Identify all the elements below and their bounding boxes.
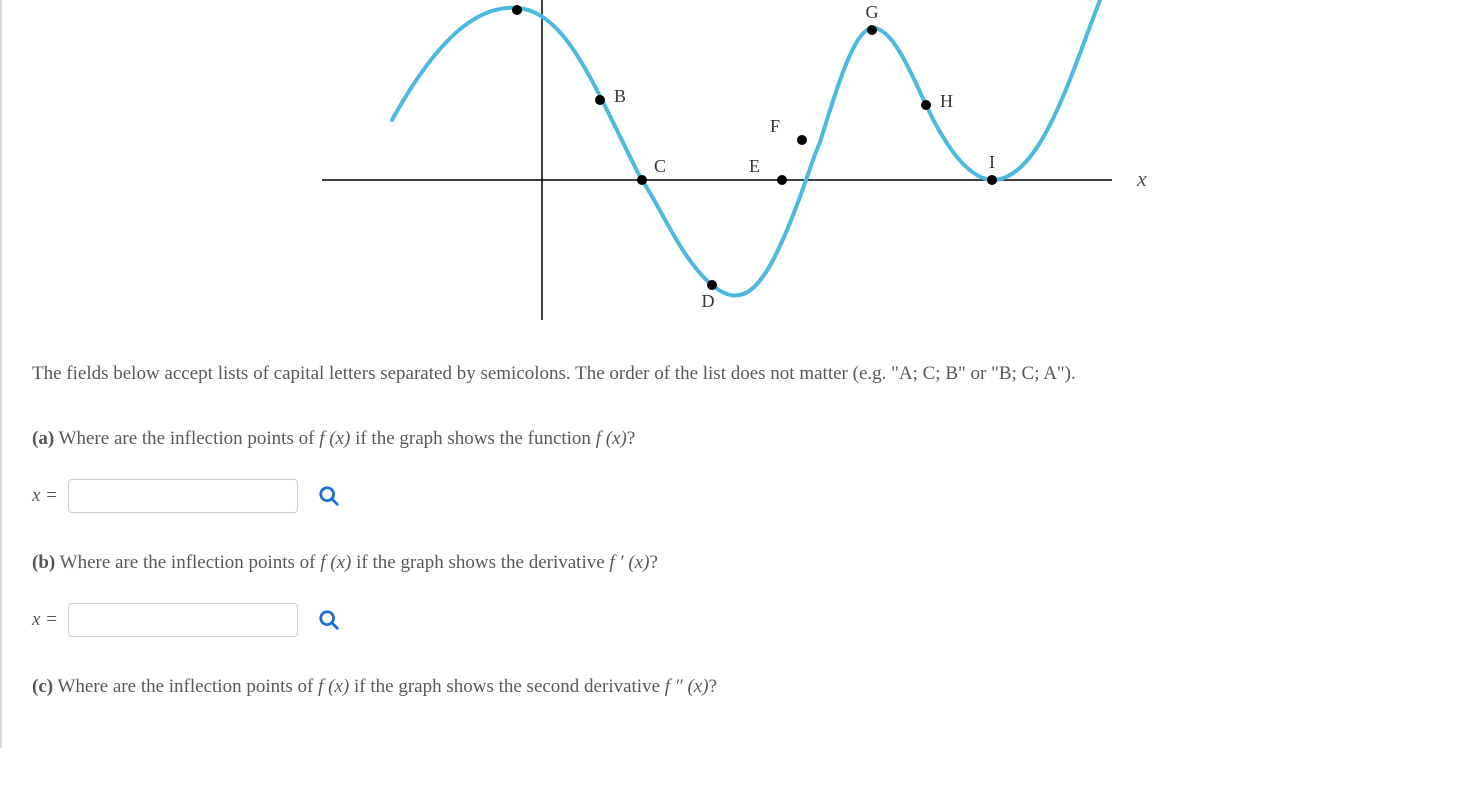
page: A B C D EF G H Ix The fields below accept lists… [0,0,1482,748]
function-chart: A B C D EF G H Ix [322,0,1162,320]
question-a: (a) Where are the inflection points of f… [32,424,1452,454]
answer-row-b: x = [32,603,1452,637]
answer-input-a[interactable] [68,479,298,513]
question-c-f2: f ″ (x) [665,676,709,697]
svg-text:E: E [749,156,760,176]
svg-text:B: B [614,86,626,106]
question-c: (c) Where are the inflection points of f… [32,672,1452,702]
instruction-text: The fields below accept lists of capital… [32,360,1452,389]
question-c-text-mid: if the graph shows the second derivative [349,676,665,697]
question-a-text-pre: Where are the inflection points of [54,428,319,449]
question-c-f1: f (x) [318,676,349,697]
question-b-label: (b) [32,552,55,573]
question-b-f2: f ′ (x) [609,552,649,573]
answer-input-b[interactable] [68,603,298,637]
preview-icon[interactable] [318,485,340,507]
question-a-text-post: ? [627,428,635,449]
chart-container: A B C D EF G H Ix [32,0,1452,320]
question-a-f1: f (x) [319,428,350,449]
question-a-f2: f (x) [596,428,627,449]
svg-text:G: G [866,2,879,22]
question-a-label: (a) [32,428,54,449]
svg-text:D: D [702,291,715,311]
question-b: (b) Where are the inflection points of f… [32,548,1452,578]
x-equals-a: x = [32,485,58,507]
svg-text:C: C [654,156,666,176]
answer-row-a: x = [32,479,1452,513]
question-b-text-pre: Where are the inflection points of [55,552,320,573]
question-b-f1: f (x) [320,552,351,573]
question-a-text-mid: if the graph shows the function [350,428,595,449]
question-b-text-mid: if the graph shows the derivative [351,552,609,573]
svg-text:x: x [1136,166,1147,191]
svg-text:A: A [511,0,524,2]
svg-text:H: H [940,91,953,111]
question-b-text-post: ? [649,552,657,573]
question-c-text-post: ? [709,676,717,697]
question-c-text-pre: Where are the inflection points of [53,676,318,697]
svg-text:F: F [770,116,780,136]
question-c-label: (c) [32,676,53,697]
svg-text:I: I [989,152,995,172]
x-equals-b: x = [32,609,58,631]
preview-icon[interactable] [318,609,340,631]
